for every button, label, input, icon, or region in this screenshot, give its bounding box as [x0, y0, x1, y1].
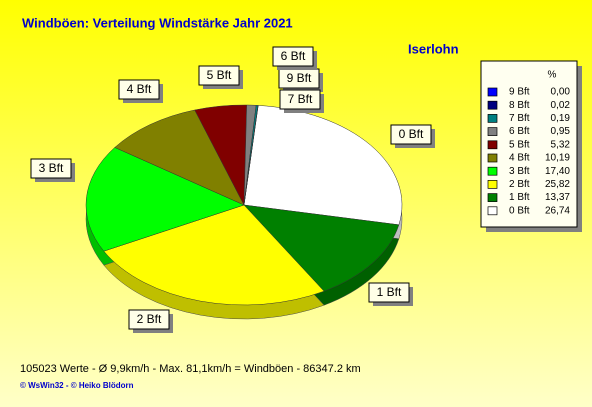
slice-label: 9 Bft [287, 71, 312, 85]
legend-label: 1 Bft [509, 192, 530, 203]
legend-swatch [487, 140, 498, 150]
legend-label: 6 Bft [509, 126, 530, 137]
slice [85, 147, 245, 252]
legend-swatch [487, 166, 498, 176]
location: Iserlohn [408, 41, 459, 56]
legend-label: 9 Bft [509, 87, 530, 98]
slice-labels: 9 Bft 7 Bft 6 Bft 5 Bft 4 Bft 3 Bft 2 Bft 1 Bft… [30, 46, 435, 333]
label-box [368, 282, 410, 303]
legend-title: % [548, 70, 557, 81]
legend-label: 8 Bft [509, 100, 530, 111]
legend-label: 0 Bft [509, 205, 530, 216]
slice [103, 204, 325, 306]
credits: © WsWin32 - © Heiko Blödorn [20, 381, 134, 390]
slice-label: 4 Bft [127, 82, 152, 96]
footer: 105023 Werte - Ø 9,9km/h - Max. 81,1km/h… [20, 363, 361, 375]
legend-value: 0,95 [551, 126, 571, 137]
slice [114, 109, 245, 206]
slice [243, 204, 400, 292]
slice-label: 2 Bft [137, 312, 162, 326]
slice-label: 3 Bft [39, 161, 64, 175]
legend-label: 7 Bft [509, 113, 530, 124]
legend-swatch [487, 180, 498, 189]
slice-label: 0 Bft [399, 127, 424, 141]
label-box [279, 89, 321, 110]
slice-label: 7 Bft [288, 92, 313, 106]
legend-swatch [487, 114, 498, 123]
legend-value: 0,19 [551, 113, 571, 124]
legend-value: 10,19 [545, 153, 570, 164]
slice-label: 6 Bft [281, 49, 306, 63]
label-box [390, 124, 432, 145]
legend-swatch [487, 153, 498, 163]
label-box [198, 65, 240, 86]
legend-value: 0,00 [551, 87, 571, 98]
chart-title: Windböen: Verteilung Windstärke Jahr 202… [22, 15, 293, 30]
legend-value: 25,82 [545, 179, 570, 190]
legend-label: 2 Bft [509, 179, 530, 190]
slice-label: 1 Bft [377, 285, 402, 299]
legend-swatch [487, 127, 498, 136]
legend-value: 26,74 [545, 205, 570, 216]
label-box [118, 79, 160, 100]
label-box [128, 309, 170, 330]
legend-label: 4 Bft [509, 153, 530, 164]
slice [243, 105, 259, 206]
legend-value: 13,37 [545, 192, 570, 203]
pie [85, 104, 403, 320]
legend-label: 5 Bft [509, 139, 530, 150]
legend-swatch [487, 193, 498, 202]
legend-value: 0,02 [551, 100, 571, 111]
legend-swatch [487, 87, 498, 97]
label-box [272, 46, 314, 67]
legend-swatch [487, 206, 498, 216]
legend-swatch [487, 100, 498, 110]
legend-value: 5,32 [551, 139, 571, 150]
legend-value: 17,40 [545, 166, 570, 177]
legend-label: 3 Bft [509, 166, 530, 177]
slice-label: 5 Bft [207, 68, 232, 82]
label-box [30, 158, 72, 179]
